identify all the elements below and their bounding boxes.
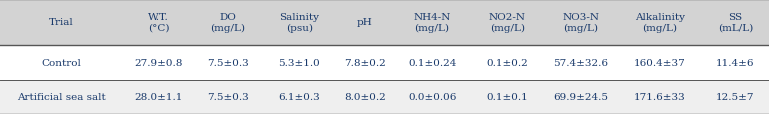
Text: 0.1±0.24: 0.1±0.24 — [408, 58, 456, 67]
Text: 7.5±0.3: 7.5±0.3 — [207, 58, 249, 67]
Text: 160.4±37: 160.4±37 — [634, 58, 686, 67]
Bar — [0, 80, 769, 114]
Text: 57.4±32.6: 57.4±32.6 — [553, 58, 608, 67]
Bar — [0, 0, 769, 46]
Text: 7.5±0.3: 7.5±0.3 — [207, 92, 249, 101]
Text: 171.6±33: 171.6±33 — [634, 92, 686, 101]
Text: 7.8±0.2: 7.8±0.2 — [344, 58, 385, 67]
Text: Artificial sea salt: Artificial sea salt — [17, 92, 106, 101]
Text: NH4-N
(mg/L): NH4-N (mg/L) — [414, 13, 451, 32]
Bar — [0, 46, 769, 80]
Text: 5.3±1.0: 5.3±1.0 — [278, 58, 320, 67]
Text: 0.1±0.1: 0.1±0.1 — [487, 92, 528, 101]
Text: Trial: Trial — [49, 18, 74, 27]
Text: Control: Control — [42, 58, 82, 67]
Text: pH: pH — [357, 18, 372, 27]
Text: 11.4±6: 11.4±6 — [716, 58, 754, 67]
Text: 0.1±0.2: 0.1±0.2 — [487, 58, 528, 67]
Text: NO3-N
(mg/L): NO3-N (mg/L) — [562, 13, 599, 32]
Text: 6.1±0.3: 6.1±0.3 — [278, 92, 320, 101]
Text: 12.5±7: 12.5±7 — [716, 92, 754, 101]
Text: 69.9±24.5: 69.9±24.5 — [553, 92, 608, 101]
Text: W.T.
(°C): W.T. (°C) — [148, 13, 169, 32]
Text: DO
(mg/L): DO (mg/L) — [211, 13, 245, 32]
Text: 28.0±1.1: 28.0±1.1 — [135, 92, 183, 101]
Text: 27.9±0.8: 27.9±0.8 — [135, 58, 183, 67]
Text: 8.0±0.2: 8.0±0.2 — [344, 92, 385, 101]
Text: 0.0±0.06: 0.0±0.06 — [408, 92, 456, 101]
Text: SS
(mL/L): SS (mL/L) — [717, 13, 753, 32]
Text: Salinity
(psu): Salinity (psu) — [279, 13, 319, 32]
Text: Alkalinity
(mg/L): Alkalinity (mg/L) — [635, 13, 685, 32]
Text: NO2-N
(mg/L): NO2-N (mg/L) — [489, 13, 526, 32]
